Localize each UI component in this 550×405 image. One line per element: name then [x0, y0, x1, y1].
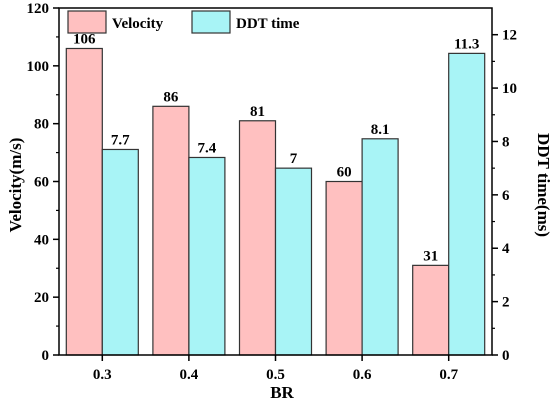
bar-group [65, 47, 486, 356]
axes-group: 0 20 40 60 80 100 120 0 2 4 6 8 10 12 0.3 0.4 0.5 0.6 0.7 [27, 1, 518, 383]
y2-tick-label-4: 4 [502, 241, 510, 257]
x-tick-label-0.3: 0.3 [93, 367, 112, 383]
y2-axis-title: DDT time(ms) [534, 133, 550, 237]
y-tick-label-40: 40 [34, 232, 49, 248]
y2-tick-label-0: 0 [502, 348, 510, 364]
bar-ddt-time-0.6 [361, 138, 399, 356]
x-tick-label-0.6: 0.6 [353, 367, 372, 383]
x-axis-title: BR [270, 383, 294, 402]
y-tick-label-100: 100 [27, 59, 50, 75]
data-label-velocity-0.6: 60 [337, 165, 352, 181]
data-label-group: 106 7.7 86 7.4 81 7 60 8.1 31 11.3 [73, 31, 479, 264]
bar-velocity-0.4 [152, 105, 190, 356]
data-label-ddt-time-0.7: 11.3 [454, 36, 479, 52]
y2-tick-label-10: 10 [502, 81, 517, 97]
bar-velocity-0.6 [325, 180, 363, 356]
y-axis-title: Velocity(m/s) [6, 138, 25, 233]
data-label-ddt-time-0.6: 8.1 [371, 122, 390, 138]
legend: Velocity DDT time [67, 10, 300, 34]
y-tick-label-80: 80 [34, 117, 49, 133]
bar-ddt-time-0.4 [188, 156, 226, 356]
data-label-velocity-0.3: 106 [73, 31, 96, 47]
y-tick-label-20: 20 [34, 290, 49, 306]
data-label-velocity-0.7: 31 [423, 248, 438, 264]
legend-label-ddt-time: DDT time [236, 16, 300, 32]
bar-velocity-0.7 [412, 264, 450, 356]
y-tick-label-0: 0 [42, 348, 50, 364]
data-label-ddt-time-0.5: 7 [290, 151, 298, 167]
y2-tick-label-12: 12 [502, 28, 517, 44]
legend-swatch-velocity [67, 10, 107, 34]
bar-velocity-0.3 [65, 47, 103, 356]
y2-tick-label-8: 8 [502, 134, 510, 150]
bar-ddt-time-0.7 [448, 52, 486, 356]
bar-ddt-time-0.5 [274, 167, 313, 356]
data-label-velocity-0.5: 81 [250, 104, 265, 120]
x-tick-label-0.7: 0.7 [439, 367, 458, 383]
data-label-velocity-0.4: 86 [163, 89, 179, 105]
legend-label-velocity: Velocity [112, 16, 164, 32]
data-label-ddt-time-0.3: 7.7 [111, 132, 130, 148]
y2-tick-label-2: 2 [502, 295, 510, 311]
bar-velocity-0.5 [238, 120, 277, 356]
y-tick-label-60: 60 [34, 175, 49, 191]
data-label-ddt-time-0.4: 7.4 [198, 140, 217, 156]
x-tick-label-0.4: 0.4 [180, 367, 199, 383]
y2-tick-label-6: 6 [502, 188, 510, 204]
x-tick-label-0.5: 0.5 [266, 367, 285, 383]
bar-ddt-time-0.3 [101, 148, 139, 356]
y-tick-label-120: 120 [27, 1, 50, 17]
legend-swatch-ddt-time [191, 10, 231, 34]
